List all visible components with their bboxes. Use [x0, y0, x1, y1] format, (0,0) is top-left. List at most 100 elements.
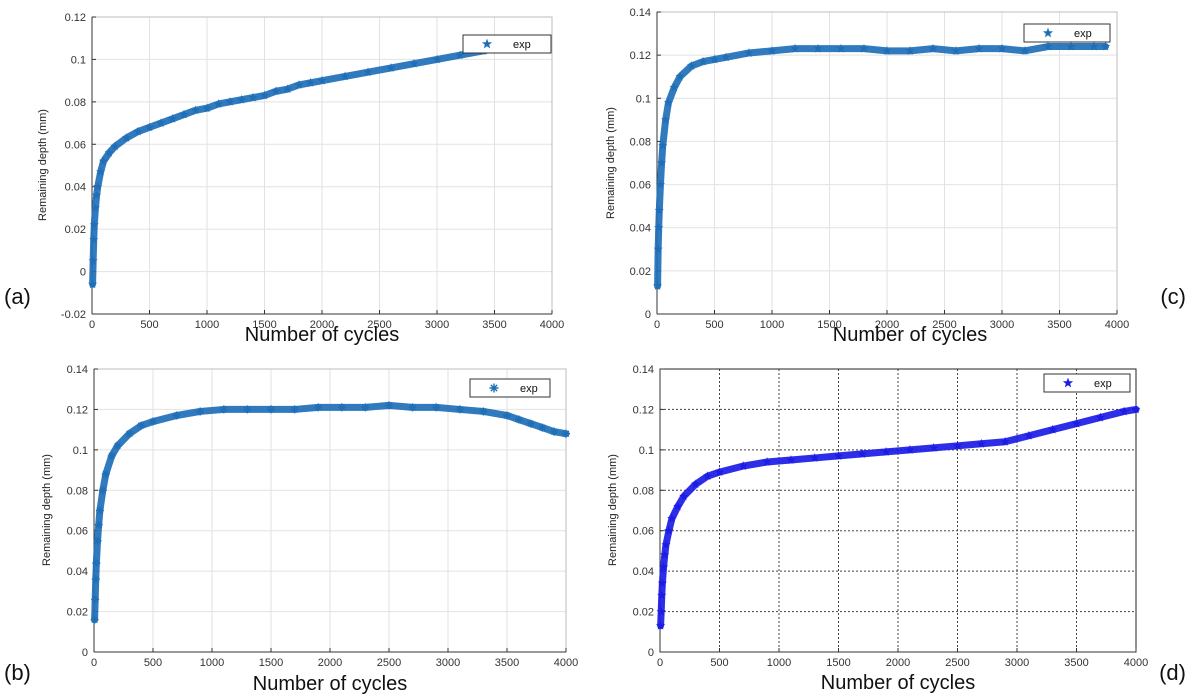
data-point: [408, 403, 417, 412]
y-tick-label: 0.14: [633, 364, 654, 376]
data-point: [294, 80, 304, 89]
y-axis-label: Remaining depth (mm): [607, 454, 619, 566]
data-point: [663, 97, 674, 107]
data-point: [702, 471, 713, 481]
y-tick-label: 0.12: [65, 12, 86, 24]
data-point: [172, 411, 181, 420]
x-tick-label: 500: [140, 319, 158, 331]
x-axis-label: Number of cycles: [833, 324, 988, 346]
data-point: [951, 45, 961, 55]
data-point: [1020, 45, 1030, 55]
data-point: [179, 109, 189, 119]
data-point: [104, 147, 114, 157]
data-point: [94, 520, 103, 529]
x-axis-label: Number of cycles: [245, 324, 400, 346]
x-tick-label: 500: [705, 319, 723, 331]
data-point: [107, 451, 116, 460]
data-point: [101, 470, 110, 479]
data-point: [709, 54, 720, 64]
data-point: [669, 82, 679, 92]
data-point: [88, 256, 98, 265]
x-tick-label: 3000: [1005, 657, 1029, 669]
legend-label: exp: [1094, 378, 1112, 390]
data-point: [190, 105, 201, 115]
data-point: [1100, 41, 1111, 51]
legend-box: [469, 378, 551, 398]
data-point: [762, 457, 772, 466]
data-point: [225, 97, 235, 106]
data-point: [156, 118, 166, 128]
y-tick-label: 0.02: [65, 224, 86, 236]
data-point: [786, 455, 796, 464]
data-point: [121, 133, 132, 142]
data-point: [929, 442, 939, 452]
x-tick-label: 3000: [425, 319, 449, 331]
legend-box: [1043, 373, 1131, 393]
panel-label: (c): [1160, 284, 1186, 309]
y-tick-label: 0.12: [630, 50, 651, 62]
data-point: [91, 575, 100, 584]
panel-label: (a): [4, 284, 31, 309]
panel-label: (d): [1159, 660, 1186, 685]
x-tick-label: 3500: [482, 319, 506, 331]
x-tick-label: 4000: [540, 319, 564, 331]
panel-label: (b): [4, 660, 31, 685]
data-point: [314, 403, 323, 412]
data-point: [455, 405, 464, 414]
data-point: [976, 438, 986, 448]
data-point: [658, 140, 668, 150]
y-tick-label: 0.08: [67, 485, 88, 497]
x-tick-label: 0: [91, 657, 97, 669]
data-point: [432, 403, 441, 412]
data-point: [859, 43, 869, 53]
x-tick-label: 2000: [886, 657, 910, 669]
data-point: [125, 429, 134, 438]
data-point: [905, 45, 915, 55]
data-point: [836, 43, 846, 53]
y-tick-label: 0.02: [633, 607, 654, 619]
data-point: [1089, 41, 1099, 51]
data-point: [658, 562, 669, 572]
data-point: [90, 203, 101, 212]
data-point: [93, 536, 102, 545]
data-point: [721, 52, 731, 62]
y-tick-label: 0: [645, 309, 651, 321]
x-tick-label: 1500: [817, 319, 841, 331]
chart-panel: 0 500 1000 1500 2000 2500 3000 3500 4000 0 0.02 0.0…: [607, 364, 1186, 694]
data-point: [673, 501, 683, 511]
legend-marker: [481, 38, 493, 49]
data-point: [1043, 41, 1053, 51]
y-tick-label: 0.04: [633, 566, 654, 578]
y-tick-label: 0.04: [67, 566, 88, 578]
y-tick-label: 0.08: [630, 136, 651, 148]
x-tick-label: 1000: [767, 657, 791, 669]
data-point: [905, 445, 915, 454]
x-tick-label: 4000: [1105, 319, 1129, 331]
x-tick-label: 0: [657, 657, 663, 669]
data-point: [259, 90, 270, 100]
x-tick-label: 500: [710, 657, 728, 669]
data-point: [1000, 436, 1010, 446]
data-point: [455, 50, 465, 60]
data-point: [167, 113, 178, 123]
data-point: [1024, 430, 1034, 440]
data-point: [744, 48, 754, 57]
data-point: [679, 491, 689, 501]
data-point: [89, 220, 99, 229]
y-tick-label: 0.02: [67, 607, 88, 619]
legend-label: exp: [1074, 28, 1092, 40]
data-point: [267, 405, 275, 414]
x-tick-label: 3500: [1064, 657, 1088, 669]
legend-marker: [1042, 27, 1054, 38]
y-tick-label: 0.06: [630, 180, 651, 192]
data-point: [714, 467, 725, 477]
y-tick-label: 0.1: [639, 445, 654, 457]
legend-label: exp: [520, 383, 538, 395]
x-tick-label: 4000: [1124, 657, 1148, 669]
data-point: [92, 559, 101, 568]
x-tick-label: 500: [144, 657, 162, 669]
data-point: [538, 423, 547, 432]
x-tick-label: 2000: [318, 657, 342, 669]
data-point: [363, 67, 373, 77]
x-tick-label: 1500: [826, 657, 850, 669]
